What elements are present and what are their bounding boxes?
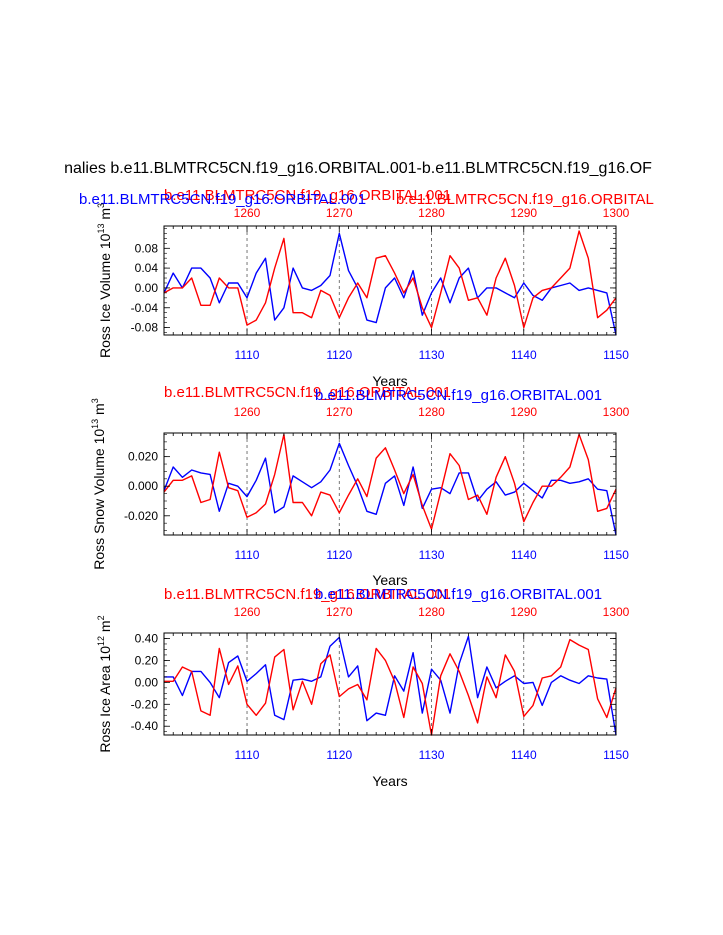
x-bottom-tick-label: 1110 [235, 548, 260, 562]
y-axis-label: Ross Ice Area 1012 m2 [96, 615, 113, 752]
x-bottom-tick-label: 1150 [603, 348, 629, 362]
x-bottom-tick-label: 1130 [419, 348, 445, 362]
panel-title-blue: b.e11.BLMTRC5CN.f19_g16.ORBITAL.001 [79, 191, 366, 208]
plot-frame [163, 225, 617, 336]
y-tick-label: 0.000 [128, 479, 158, 493]
y-tick-label: 0.04 [135, 261, 159, 275]
y-axis-label-unit: m [91, 403, 107, 419]
x-bottom-tick-label: 1120 [326, 348, 352, 362]
panel-2: -0.020 0.000 0.020 1110 1120 1130 1140 1150 1260… [90, 384, 630, 588]
series-line-blue [164, 635, 617, 736]
panel-title-blue: b.e11.BLMTRC5CN.f19_g16.ORBITAL.001 [315, 387, 602, 404]
x-top-tick-label: 1300 [603, 405, 630, 419]
x-axis-label: Years [372, 373, 407, 389]
panel-title-red: b.e11.BLMTRC5CN.f19_g16.ORBITAL.001 [164, 384, 451, 401]
y-axis-label-unit: m [97, 620, 113, 636]
y-tick-label: -0.40 [131, 719, 159, 733]
x-bottom-tick-label: 1110 [235, 348, 260, 362]
plots-group: -0.08 -0.04 0.00 0.04 0.08 1110 1120 1130 1140 11… [79, 187, 654, 789]
x-top-tick-label: 1290 [510, 206, 537, 220]
x-top-tick-label: 1280 [418, 206, 445, 220]
x-bottom-tick-label: 1150 [603, 548, 629, 562]
x-top-tick-label: 1260 [234, 605, 261, 619]
x-bottom-tick-label: 1140 [511, 348, 537, 362]
x-top-tick-label: 1270 [326, 405, 353, 419]
series-line-red [164, 638, 617, 736]
y-tick-label: 0.00 [135, 281, 159, 295]
x-bottom-tick-label: 1130 [419, 548, 445, 562]
x-top-tick-label: 1270 [326, 206, 353, 220]
series-line-blue [163, 442, 617, 536]
y-tick-label: -0.020 [124, 509, 158, 523]
y-tick-label: 0.08 [135, 241, 159, 255]
series-line-blue [163, 232, 617, 336]
panel-title-red: b.e11.BLMTRC5CN.f19_g16.ORBITAL.001 [164, 586, 451, 603]
x-bottom-tick-label: 1120 [326, 748, 352, 762]
x-top-tick-label: 1280 [418, 405, 445, 419]
panel-title-blue: b.e11.BLMTRC5CN.f19_g16.ORBITAL.001 [315, 586, 602, 603]
x-top-tick-label: 1270 [326, 605, 353, 619]
y-axis-label-unit-exp: 3 [90, 398, 100, 403]
x-axis-label: Years [372, 572, 407, 588]
x-top-tick-label: 1280 [418, 605, 445, 619]
y-axis-label-unit-exp: 2 [96, 615, 106, 620]
y-axis-label: Ross Ice Volume 1013 m3 [96, 203, 113, 358]
y-tick-label: 0.20 [135, 653, 159, 667]
y-axis-label-main: Ross Ice Volume 10 [97, 233, 113, 358]
panel-1: -0.08 -0.04 0.00 0.04 0.08 1110 1120 1130 1140 11… [79, 187, 654, 389]
series-line-red [163, 230, 617, 329]
x-top-tick-label: 1300 [603, 605, 630, 619]
y-axis-label-exp: 13 [90, 419, 100, 429]
y-axis-label-main: Ross Snow Volume 10 [91, 429, 107, 570]
x-top-tick-label: 1290 [510, 605, 537, 619]
panel-3: -0.40 -0.20 0.00 0.20 0.40 1110 1120 1130 1140 11… [96, 586, 630, 789]
x-bottom-tick-label: 1110 [235, 748, 260, 762]
y-axis-label-main: Ross Ice Area 10 [97, 646, 113, 753]
y-axis-label-exp: 13 [96, 224, 106, 234]
x-top-tick-label: 1260 [234, 206, 261, 220]
main-title: nalies b.e11.BLMTRC5CN.f19_g16.ORBITAL.0… [64, 160, 652, 177]
x-bottom-tick-label: 1130 [419, 748, 445, 762]
y-axis-label: Ross Snow Volume 1013 m3 [90, 398, 107, 569]
x-top-tick-label: 1290 [510, 405, 537, 419]
x-bottom-tick-label: 1140 [511, 748, 537, 762]
plot-frame [163, 632, 617, 736]
panel-title-red-2: b.e11.BLMTRC5CN.f19_g16.ORBITAL [396, 191, 654, 208]
plot-frame [163, 432, 617, 536]
y-tick-label: -0.20 [131, 697, 159, 711]
panel-title-red: b.e11.BLMTRC5CN.f19_g16.ORBITAL.001 [164, 187, 451, 204]
y-axis-label-exp: 12 [96, 636, 106, 646]
y-axis-label-unit-exp: 3 [96, 203, 106, 208]
x-top-tick-label: 1300 [603, 206, 630, 220]
y-tick-label: 0.40 [135, 631, 159, 645]
y-tick-label: 0.00 [135, 675, 159, 689]
x-bottom-tick-label: 1120 [326, 548, 352, 562]
x-top-tick-label: 1260 [234, 405, 261, 419]
series-line-red [163, 433, 617, 530]
y-axis-label-unit: m [97, 208, 113, 224]
y-tick-label: -0.08 [131, 321, 159, 335]
x-bottom-tick-label: 1150 [603, 748, 629, 762]
y-tick-label: 0.020 [128, 450, 158, 464]
x-bottom-tick-label: 1140 [511, 548, 537, 562]
y-tick-label: -0.04 [131, 301, 159, 315]
x-axis-label: Years [372, 773, 407, 789]
